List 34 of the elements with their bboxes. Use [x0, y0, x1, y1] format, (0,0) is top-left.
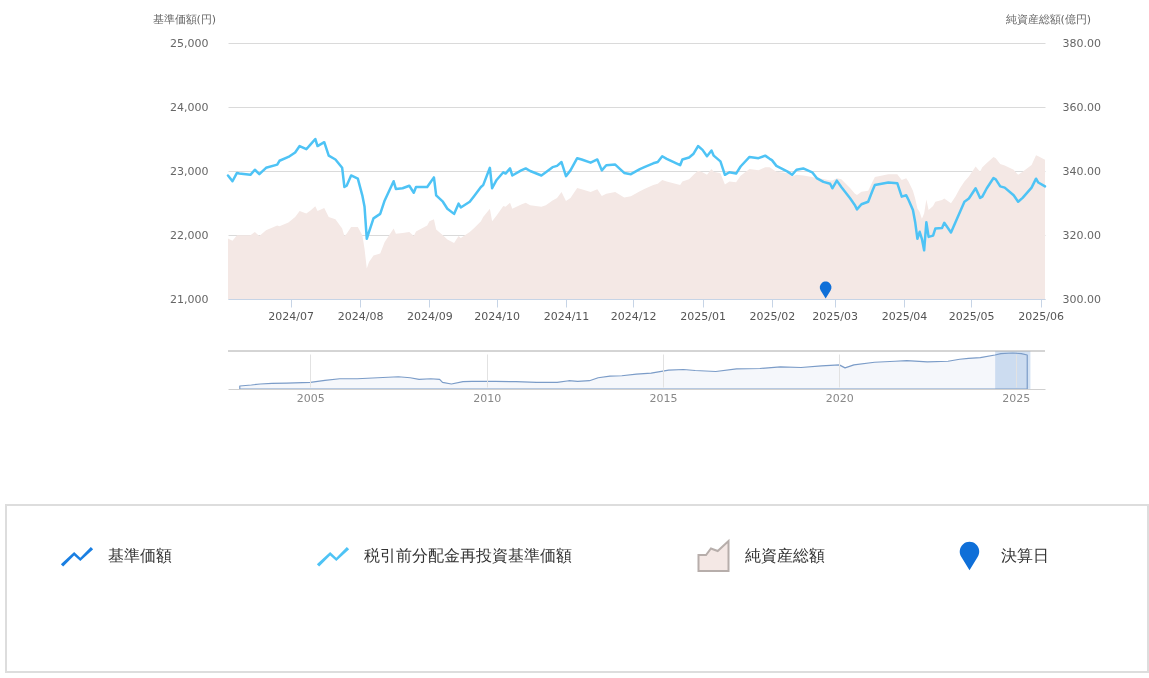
y2-tick-label: 340.00 [1062, 164, 1101, 178]
y-tick-label: 24,000 [170, 100, 209, 114]
x-tick-label: 2020 [825, 391, 854, 405]
y-tick-label: 23,000 [170, 164, 209, 178]
x-tick-label: 2024/08 [337, 309, 384, 323]
legend-label: 基準価額 [108, 546, 172, 565]
x-tick-label: 2024/11 [543, 309, 590, 323]
y-tick-label: 21,000 [170, 292, 209, 306]
x-tick-label: 2025/02 [749, 309, 796, 323]
x-tick-label: 2025 [1002, 391, 1031, 405]
x-tick-label: 2025/01 [680, 309, 726, 323]
legend-label: 税引前分配金再投資基準価額 [364, 546, 572, 565]
line-series [226, 137, 1047, 252]
x-tick-label: 2024/12 [610, 309, 657, 323]
x-tick-label: 2024/10 [474, 309, 520, 323]
legend-label: 純資産総額 [744, 546, 825, 565]
y-axis-title: 基準価額(円) [152, 12, 217, 26]
x-tick-label: 2005 [296, 391, 325, 405]
x-tick-label: 2025/05 [948, 309, 995, 323]
x-tick-label: 2025/03 [812, 309, 858, 323]
x-tick-label: 2015 [649, 391, 678, 405]
y2-tick-label: 360.00 [1062, 100, 1101, 114]
x-tick-label: 2024/07 [268, 309, 315, 323]
x-tick-label: 2024/09 [407, 309, 453, 323]
y2-tick-label: 320.00 [1062, 228, 1101, 242]
y2-tick-label: 380.00 [1062, 36, 1101, 50]
y-tick-label: 22,000 [170, 228, 209, 242]
x-tick-label: 2025/04 [881, 309, 928, 323]
y2-axis-title: 純資産総額(億円) [1005, 12, 1092, 26]
x-tick-label: 2025/06 [1018, 309, 1064, 323]
y-tick-label: 25,000 [170, 36, 209, 50]
y2-tick-label: 300.00 [1062, 292, 1101, 306]
legend-label: 決算日 [1000, 546, 1049, 565]
x-tick-label: 2010 [473, 391, 502, 405]
